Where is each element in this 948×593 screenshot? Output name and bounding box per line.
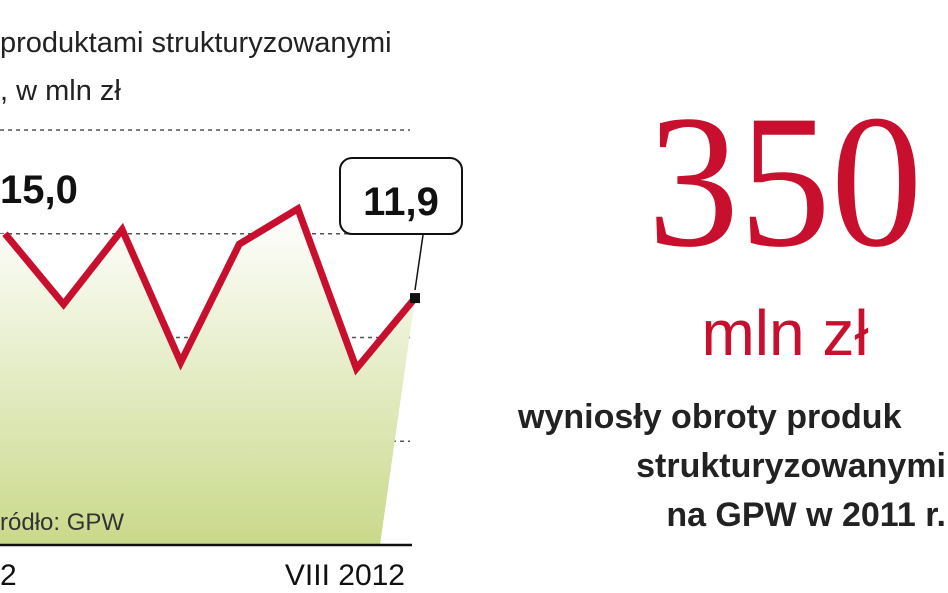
callout-unit: mln zł (701, 297, 868, 369)
callout-line: strukturyzowanymi (636, 447, 946, 485)
value-label: 15,0 (0, 168, 78, 212)
x-tick-label: VIII 2012 (285, 559, 405, 592)
callout-number: 350 (648, 77, 923, 287)
callout-line: wyniosły obroty produk (517, 398, 902, 436)
value-label: 11,9 (363, 180, 439, 224)
callout-line: na GPW w 2011 r. (666, 496, 946, 534)
chart-subtitle: , w mln zł (0, 75, 121, 107)
source: ródło: GPW (0, 509, 124, 536)
marker (410, 293, 420, 304)
chart-title: produktami strukturyzowanymi (0, 27, 392, 59)
x-tick-label: 2 (0, 559, 17, 592)
area-fill (0, 208, 415, 545)
plot: 15,0 11,9 2 VIII 2012 (0, 129, 463, 592)
label-box (339, 157, 463, 235)
line (2, 203, 418, 376)
leader (414, 234, 424, 291)
